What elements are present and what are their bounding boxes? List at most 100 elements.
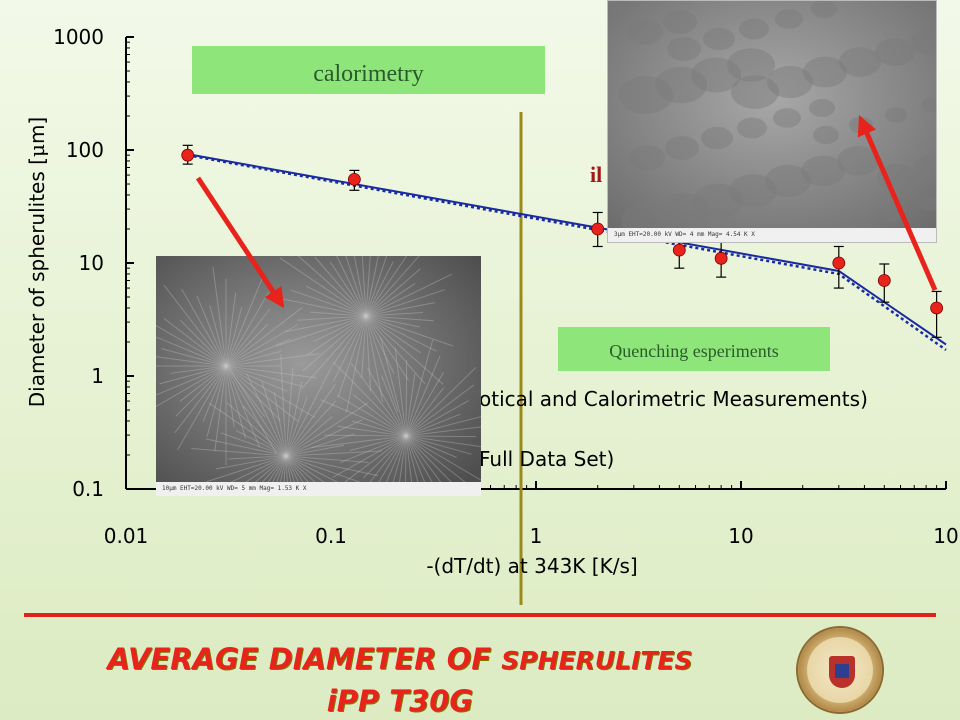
texture-ray xyxy=(405,387,444,437)
texture-ray xyxy=(228,368,287,457)
texture-ray xyxy=(365,256,408,317)
texture-blob xyxy=(801,155,845,187)
texture-ray xyxy=(202,365,227,422)
texture-ray xyxy=(225,365,303,387)
texture-blob xyxy=(885,107,907,123)
data-point xyxy=(930,301,944,315)
texture-ray xyxy=(379,435,407,496)
texture-ray xyxy=(405,373,416,437)
texture-ray xyxy=(163,284,227,367)
texture-ray xyxy=(285,444,345,457)
texture-ray xyxy=(365,315,444,385)
texture-ray xyxy=(405,435,457,458)
texture-ray xyxy=(285,418,363,457)
texture-blob xyxy=(627,19,663,45)
texture-ray xyxy=(405,435,453,484)
texture-ray xyxy=(305,285,367,317)
y-tick-label: 10 xyxy=(79,251,104,275)
texture-ray xyxy=(306,315,367,356)
texture-ray xyxy=(314,256,367,317)
texture-ray xyxy=(365,283,416,317)
texture-ray xyxy=(332,315,367,367)
texture-blob xyxy=(665,136,699,160)
texture-ray xyxy=(405,384,475,437)
texture-ray xyxy=(276,455,287,496)
texture-blob xyxy=(737,117,767,139)
data-point xyxy=(181,148,195,162)
texture-ray xyxy=(225,365,281,421)
texture-ray xyxy=(336,256,367,317)
texture-ray xyxy=(361,256,367,317)
texture-ray xyxy=(214,365,227,452)
texture-ray xyxy=(323,434,407,437)
texture-ray xyxy=(365,315,434,322)
data-point xyxy=(591,222,605,236)
data-point xyxy=(672,243,686,257)
texture-blob xyxy=(701,126,733,150)
texture-blob xyxy=(773,108,801,128)
texture-ray xyxy=(285,366,332,457)
texture-blob xyxy=(839,47,881,77)
texture-ray xyxy=(282,455,287,496)
footer-divider xyxy=(24,613,936,617)
texture-ray xyxy=(332,435,407,478)
texture-ray xyxy=(362,435,407,479)
texture-ray xyxy=(177,365,227,451)
texture-blob xyxy=(809,98,835,118)
texture-ray xyxy=(365,315,420,328)
texture-ray xyxy=(225,306,243,367)
texture-ray xyxy=(285,433,355,457)
texture-ray xyxy=(205,455,287,483)
texture-ray xyxy=(405,416,481,437)
spherulite-texture-right xyxy=(608,1,936,242)
texture-blob xyxy=(765,164,811,198)
texture-ray xyxy=(196,295,227,367)
texture-ray xyxy=(365,256,420,317)
texture-ray xyxy=(175,365,227,417)
quenching-label: Quenching esperiments xyxy=(558,327,830,371)
texture-ray xyxy=(339,435,407,464)
texture-blob xyxy=(767,65,813,99)
texture-ray xyxy=(156,325,227,367)
texture-blob xyxy=(693,183,743,219)
texture-ray xyxy=(285,455,379,477)
texture-blob xyxy=(775,9,803,29)
texture-ray xyxy=(404,435,407,496)
texture-ray xyxy=(365,315,454,347)
y-axis-ticks: 1000 100 10 1 0.1 xyxy=(53,25,134,501)
data-point xyxy=(714,251,728,265)
texture-ray xyxy=(285,396,308,457)
texture-ray xyxy=(350,363,407,437)
texture-ray xyxy=(225,365,277,454)
texture-blob xyxy=(813,125,839,145)
x-axis-title: -(dT/dt) at 343K [K/s] xyxy=(426,554,637,578)
texture-blob xyxy=(667,37,701,61)
texture-ray xyxy=(285,450,382,457)
texture-blob xyxy=(663,10,697,34)
spherulite-texture-left xyxy=(156,256,481,496)
texture-ray xyxy=(285,402,369,457)
texture-ray xyxy=(365,256,388,317)
texture-ray xyxy=(405,435,441,496)
data-point xyxy=(877,274,891,287)
texture-blob xyxy=(883,206,905,222)
texture-blob xyxy=(729,174,777,208)
texture-ray xyxy=(365,256,371,317)
texture-ray xyxy=(225,292,269,367)
y-tick-label: 100 xyxy=(66,138,104,162)
texture-ray xyxy=(365,315,395,374)
texture-ray xyxy=(332,361,407,437)
texture-ray xyxy=(397,435,407,496)
texture-blob xyxy=(911,28,936,56)
texture-ray xyxy=(337,425,407,437)
texture-ray xyxy=(302,315,367,372)
texture-blob xyxy=(803,56,847,88)
texture-ray xyxy=(345,315,367,414)
footer-title-line2: iPP T30G xyxy=(326,684,474,718)
texture-ray xyxy=(329,261,367,317)
texture-ray xyxy=(285,315,367,333)
y-axis-title: Diameter of spherulites [μm] xyxy=(25,117,49,408)
texture-blob xyxy=(877,164,917,192)
texture-ray xyxy=(332,315,367,382)
